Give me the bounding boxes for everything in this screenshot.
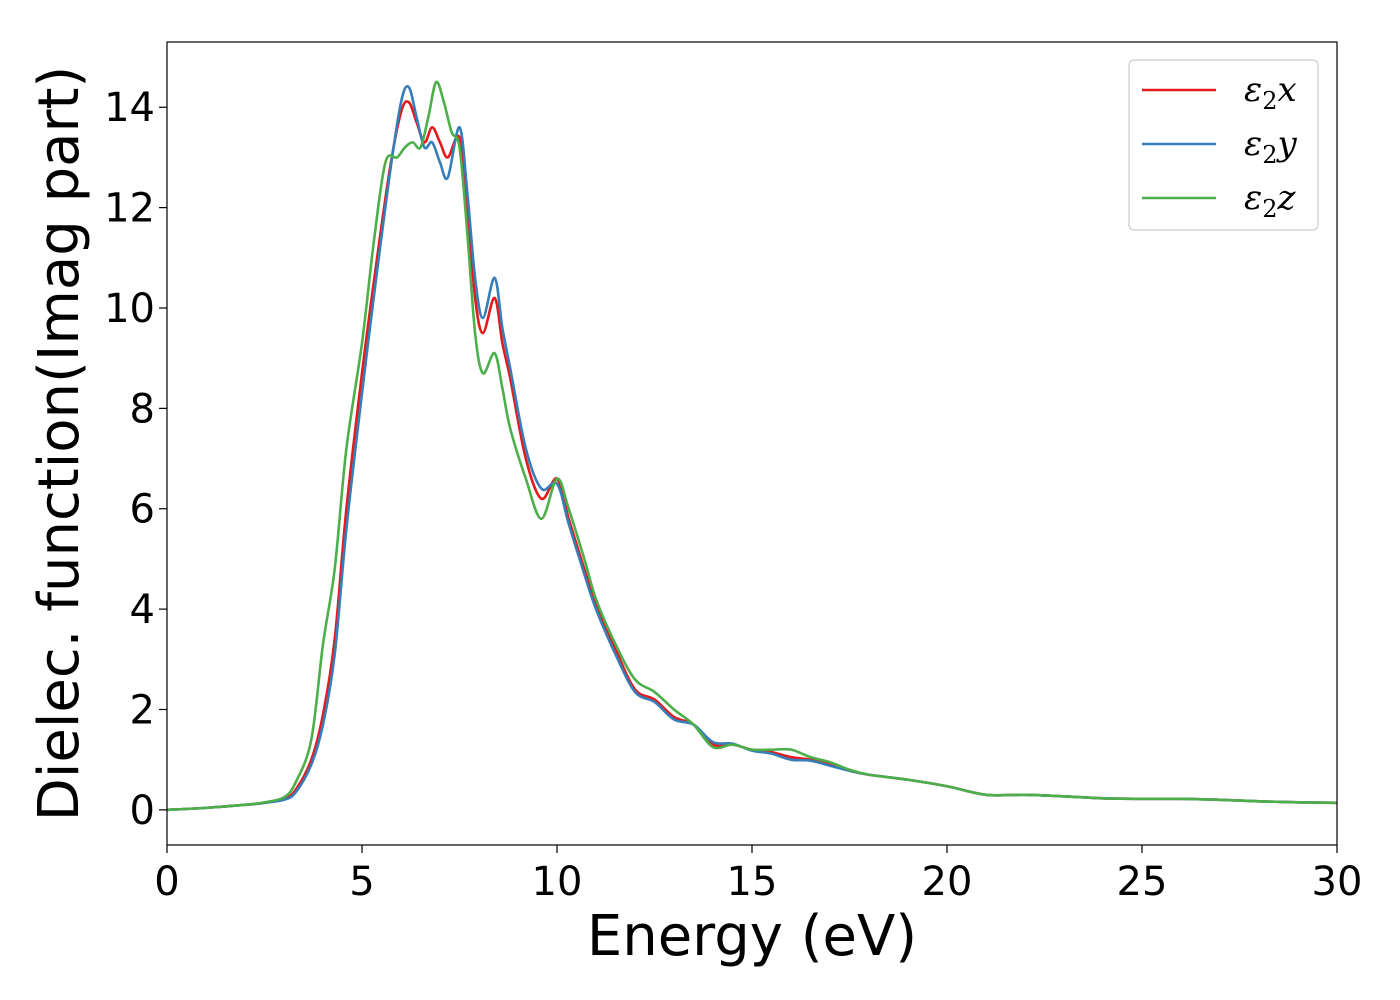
- legend-box: [1128, 59, 1319, 231]
- y-tick-label: 14: [104, 85, 155, 131]
- legend-label-z: ε2z: [1244, 178, 1297, 223]
- legend-label-y: ε2y: [1244, 124, 1298, 169]
- x-tick-label: 0: [154, 859, 179, 905]
- series-line-z: [167, 80, 1337, 812]
- x-tick-label: 20: [922, 859, 973, 905]
- legend-label-x: ε2x: [1244, 70, 1297, 115]
- x-tick-label: 5: [349, 859, 374, 905]
- series-lines: [167, 80, 1337, 812]
- y-tick-label: 12: [104, 186, 155, 232]
- y-tick-label: 2: [130, 687, 155, 733]
- axis-ticks: 0 5 10 15 20 25 30 0 2 4 6 8 10 12 14: [104, 85, 1362, 905]
- x-tick-label: 10: [532, 859, 583, 905]
- y-tick-label: 4: [130, 587, 155, 633]
- legend: ε2x ε2y ε2z: [1128, 59, 1319, 231]
- y-tick-label: 10: [104, 286, 155, 332]
- x-tick-label: 15: [727, 859, 778, 905]
- x-tick-label: 25: [1117, 859, 1168, 905]
- x-tick-label: 30: [1312, 859, 1363, 905]
- y-tick-label: 0: [130, 788, 155, 834]
- y-tick-label: 8: [130, 386, 155, 432]
- x-axis-label: Energy (eV): [587, 904, 917, 969]
- y-tick-label: 6: [130, 487, 155, 533]
- y-axis-label: Dielec. function(Imag part): [27, 66, 92, 822]
